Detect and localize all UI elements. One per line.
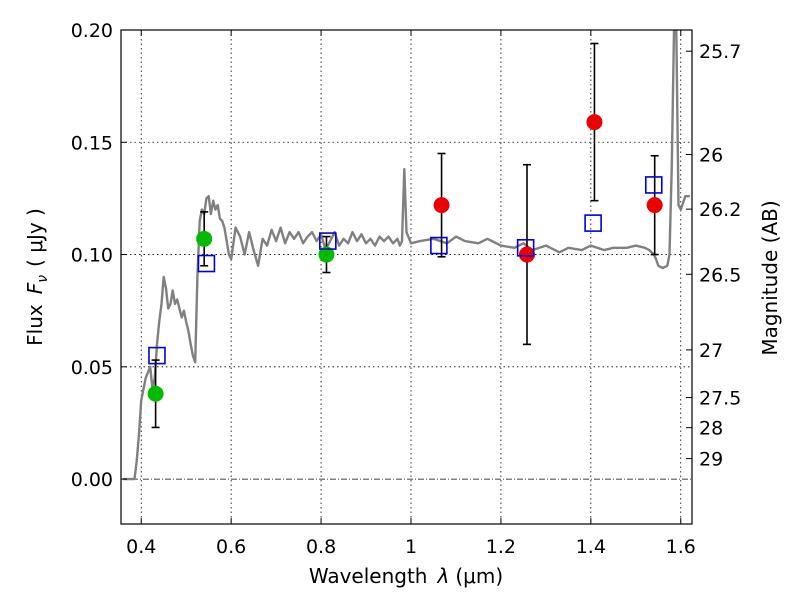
magnitude-tick-label: 26 [699,145,723,167]
y-tick-label: 0.05 [71,357,113,379]
data-point [586,114,603,131]
model-flux-square [644,176,663,194]
x-tick-label: 0.8 [306,536,336,558]
magnitude-tick-label: 26.2 [699,199,741,221]
model-flux-square [148,346,166,365]
model-flux-square [516,239,535,257]
model-flux-square [430,236,448,255]
y-tick-label: 0.20 [71,20,113,42]
y-tick-label: 0.15 [71,132,113,154]
magnitude-tick-label: 29 [699,449,723,471]
magnitude-axis-title: Magnitude (AB) [758,200,782,355]
model-spectrum-line [123,30,690,481]
magnitude-tick-label: 25.7 [699,41,741,63]
x-tick-label: 1 [405,536,417,558]
tick-labels: 0.4 0.6 0.8 1 1.2 1.4 1.6 0.00 0.05 0.10 0.15 0.20 2… [71,20,742,558]
plot-frame [120,29,693,525]
grid [121,29,692,524]
y-tick-label: 0.00 [71,469,113,491]
plot-area [123,30,690,481]
data-point [646,197,663,214]
magnitude-tick-label: 26.5 [699,264,741,286]
data-point [196,230,213,247]
model-flux-square [197,254,216,273]
magnitude-tick-label: 27 [699,340,723,362]
data-point [318,246,335,263]
x-tick-label: 1.6 [666,536,696,558]
x-tick-label: 0.6 [216,536,246,558]
data-point [518,246,535,263]
ticks [121,29,692,524]
x-axis-title: Wavelength λ (μm) [309,564,503,588]
magnitude-tick-label: 28 [699,418,723,440]
data-point [433,197,450,214]
model-flux-square [319,232,337,250]
model-flux-square [584,214,602,232]
y-tick-label: 0.10 [71,245,113,267]
y-axis-title: FluxFν( μJy ) [23,208,51,346]
data-point [147,385,164,402]
x-tick-label: 1.4 [576,536,606,558]
x-tick-label: 1.2 [486,536,516,558]
x-tick-label: 0.4 [126,536,156,558]
magnitude-tick-label: 27.5 [699,388,741,410]
